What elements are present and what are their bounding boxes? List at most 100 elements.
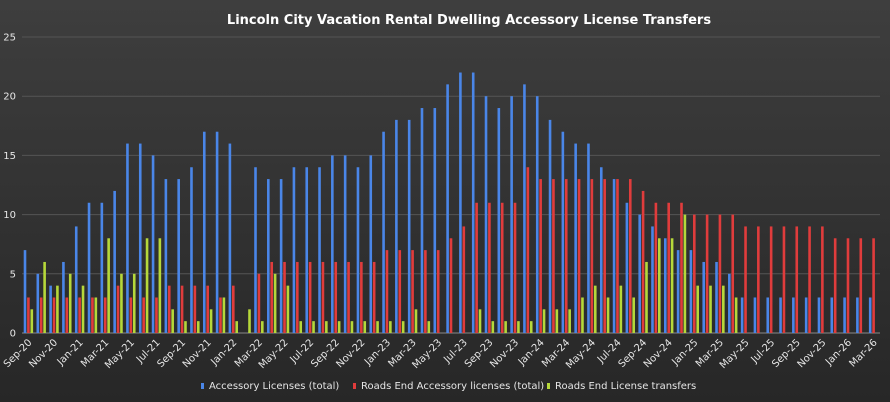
bar-series-1-Jan-25 [689,250,693,333]
bar-series-1-Jan-23 [382,131,385,333]
bar-series-2-Aug-25 [782,226,786,333]
bar-series-2-Nov-20 [52,297,56,333]
bar-series-1-Sep-21 [177,179,180,333]
bar-series-2-Nov-23 [513,202,517,333]
bar-series-2-Oct-24 [654,202,658,333]
bar-series-2-Aug-22 [321,261,325,333]
bar-series-1-Oct-22 [343,155,347,333]
bar-series-1-Nov-23 [510,96,513,333]
bar-series-3-Oct-23 [504,321,507,333]
bar-series-2-Jun-25 [757,226,760,333]
bar-series-1-Mar-22 [254,167,257,333]
x-tick-label: Nov-21 [181,337,214,370]
bar-series-2-Apr-24 [577,179,581,333]
bar-series-1-Feb-24 [548,119,552,333]
bar-series-1-Nov-20 [49,285,52,333]
bar-series-3-Aug-24 [632,297,635,333]
bar-series-2-Dec-21 [219,297,222,333]
bar-series-1-Apr-24 [574,143,577,333]
bar-series-2-Dec-24 [680,202,683,333]
legend-swatch [201,383,204,389]
bar-series-1-Apr-23 [420,108,424,333]
bar-series-2-Jun-24 [603,179,606,333]
bar-series-2-Sep-21 [180,285,184,333]
bar-series-3-Nov-23 [517,321,520,333]
bar-series-1-May-25 [740,297,744,333]
bar-series-2-Aug-21 [167,285,171,333]
bars [23,72,875,334]
y-tick-label: 20 [3,92,16,103]
bar-series-2-Mar-21 [103,297,107,333]
bar-series-2-Jul-21 [155,297,158,333]
bar-series-1-Feb-25 [702,261,706,333]
bar-series-2-Feb-21 [91,297,94,333]
bar-series-2-Jan-26 [846,238,850,333]
bar-series-3-Sep-23 [491,321,495,333]
bar-series-3-Nov-24 [670,238,674,333]
bar-series-1-Apr-21 [113,190,116,333]
bar-series-2-Nov-22 [360,261,363,333]
bar-series-1-Oct-24 [651,226,654,333]
bar-series-2-Oct-25 [808,226,811,333]
bar-series-1-Jun-22 [292,167,296,333]
bar-series-2-Dec-25 [833,238,837,333]
bar-series-2-Aug-24 [628,179,632,333]
bar-series-2-Jul-23 [462,226,466,333]
x-tick-label: Nov-24 [642,337,675,370]
bar-series-1-Jan-22 [228,143,232,333]
bar-series-3-Sep-22 [337,321,341,333]
bar-series-3-Dec-24 [683,214,687,333]
bar-series-2-Sep-25 [795,226,799,333]
bar-series-3-May-24 [593,285,597,333]
x-axis: Sep-20Nov-20Jan-21Mar-21May-21Jul-21Sep-… [2,337,880,371]
bar-series-2-Mar-25 [718,214,722,333]
bar-series-2-Mar-24 [564,179,568,333]
bar-series-1-Dec-21 [215,131,219,333]
bar-series-3-May-21 [132,273,136,333]
bar-series-3-May-22 [286,285,290,333]
bar-series-2-Sep-22 [334,261,338,333]
bar-series-1-Jul-21 [151,155,155,333]
bar-series-2-Oct-22 [347,261,350,333]
legend-label: Roads End Accessory licenses (total) [361,381,544,392]
legend-swatch [547,383,550,389]
bar-series-1-Mar-24 [561,131,565,333]
legend-label: Accessory Licenses (total) [209,381,339,392]
y-tick-label: 10 [3,210,16,221]
bar-series-3-Oct-20 [43,261,46,333]
y-axis: 0 5 10 15 20 25 [3,33,16,340]
bar-series-1-May-22 [279,179,283,333]
bar-series-3-Jun-22 [299,321,303,333]
bar-series-1-Jun-23 [446,84,449,333]
bar-series-3-Sep-20 [30,309,34,333]
bar-series-3-Apr-24 [581,297,584,333]
bar-series-2-Nov-25 [821,226,824,333]
bar-series-3-Feb-21 [94,297,98,333]
x-tick-label: Nov-20 [27,337,60,370]
bar-series-3-Mar-23 [414,309,418,333]
bar-series-2-Jun-21 [142,297,145,333]
bar-series-2-Feb-24 [552,179,555,333]
bar-series-2-Sep-20 [27,297,30,333]
bar-series-1-Jul-25 [766,297,770,333]
bar-series-1-Nov-24 [664,238,667,333]
bar-series-2-Jan-24 [539,179,542,333]
bar-series-1-Jan-24 [535,96,539,333]
bar-series-3-Dec-23 [529,321,533,333]
bar-series-2-Dec-20 [65,297,69,333]
bar-series-3-Nov-22 [363,321,367,333]
bar-series-2-Mar-23 [411,250,414,333]
bar-series-2-Oct-20 [39,297,43,333]
bar-series-2-Sep-24 [641,190,645,333]
x-tick-label: Mar-26 [848,337,880,369]
bar-series-2-Apr-25 [731,214,735,333]
bar-series-2-Jan-23 [385,250,389,333]
bar-series-1-May-21 [126,143,129,333]
bar-series-3-Feb-24 [555,309,559,333]
bar-series-2-Apr-23 [424,250,427,333]
bar-series-3-Jan-25 [696,285,700,333]
bar-series-1-Sep-23 [484,96,488,333]
x-tick-label: Nov-25 [796,337,829,370]
